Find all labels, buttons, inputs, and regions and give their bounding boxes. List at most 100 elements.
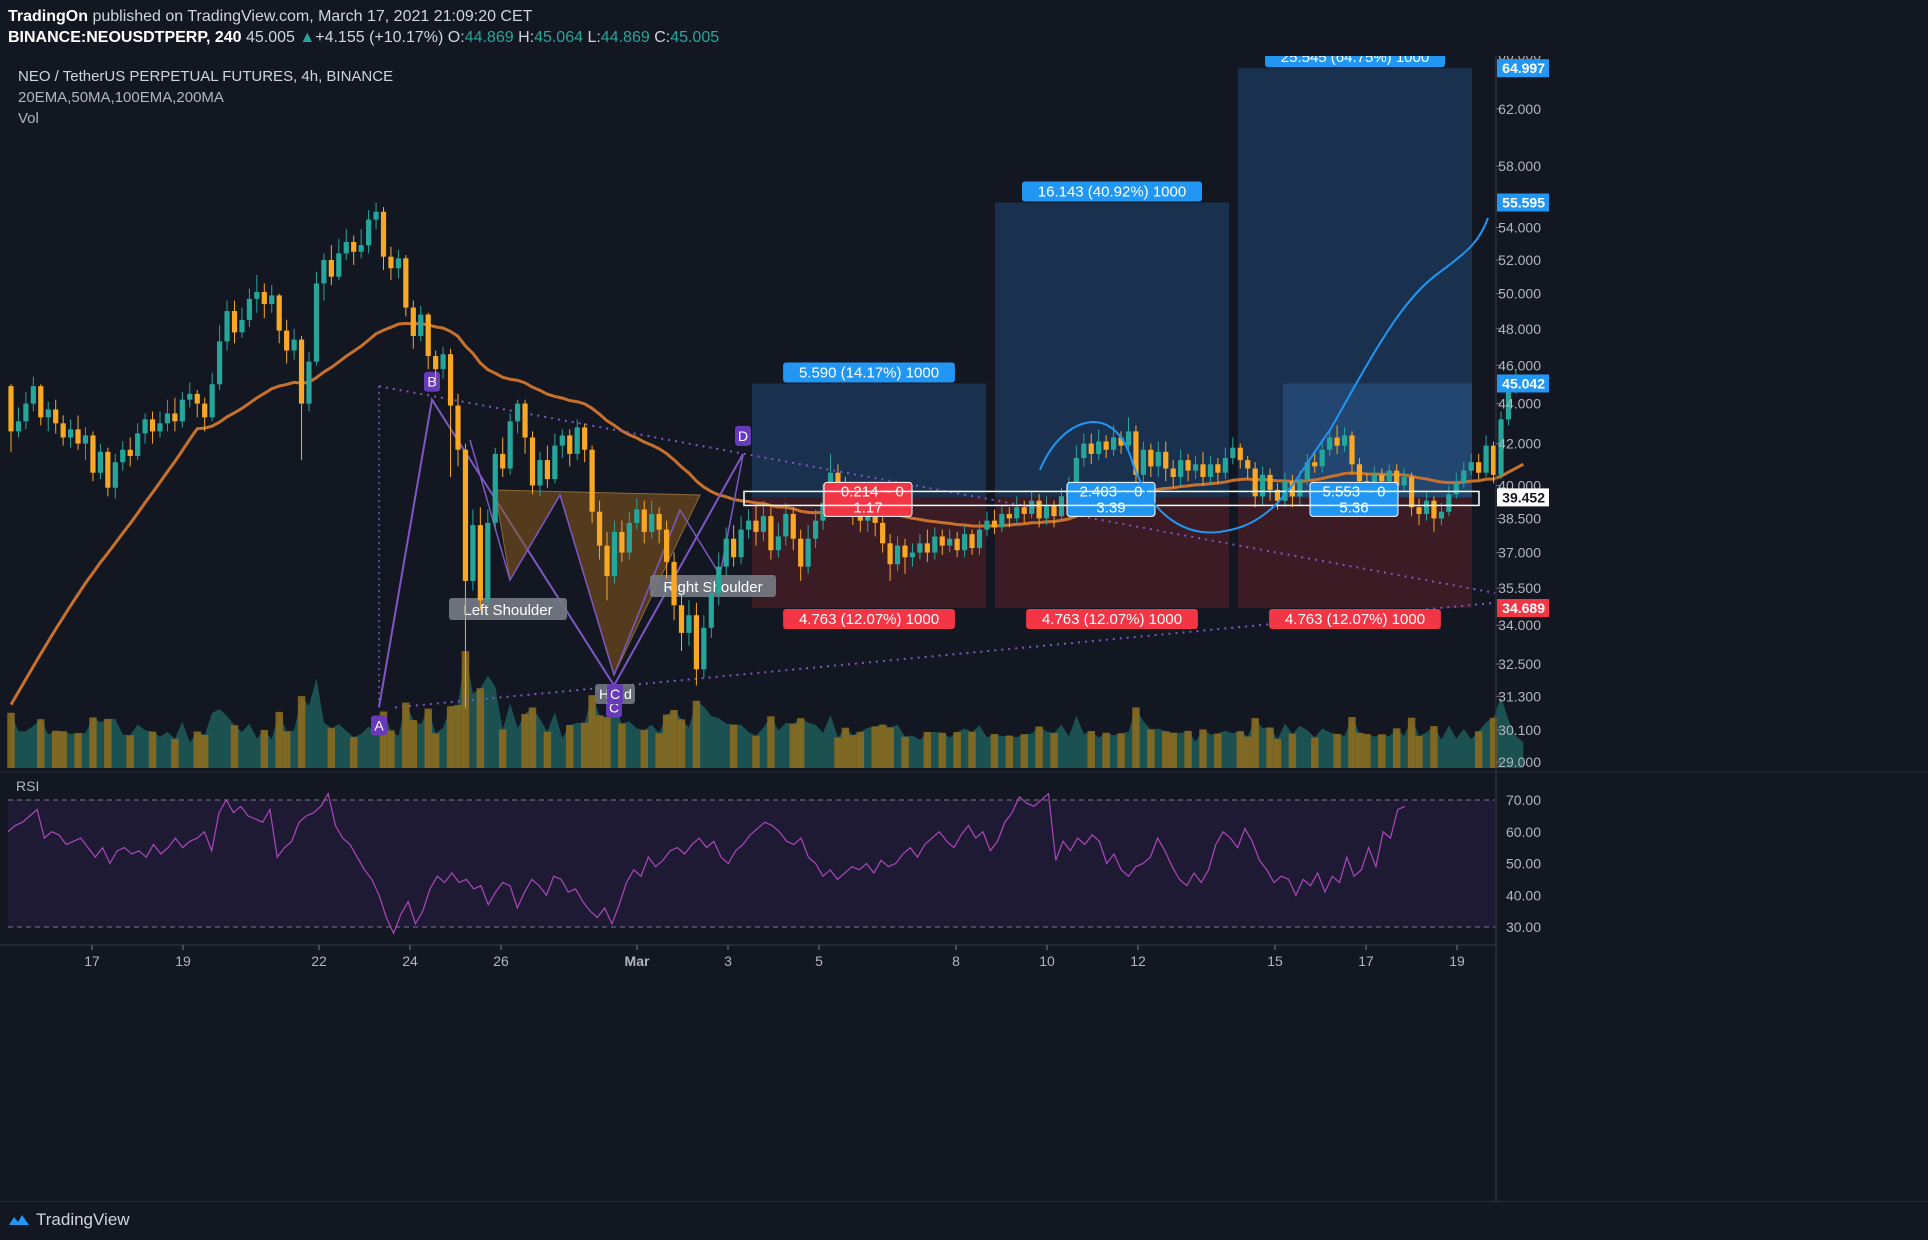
candle-body <box>60 423 66 438</box>
volume-bar-down <box>498 729 507 768</box>
volume-area <box>7 651 1524 768</box>
candle-body <box>157 423 163 432</box>
candle-body <box>1096 441 1102 454</box>
candle-body <box>1461 470 1467 484</box>
candle-body <box>1081 443 1087 459</box>
legend-indicators[interactable]: 20EMA,50MA,100EMA,200MA <box>18 89 224 106</box>
candle-body <box>1468 462 1474 471</box>
price-chart-svg[interactable]: A B C D H dC Left Shoulder Right Shoulder 5.590… <box>0 47 1928 1201</box>
volume-bar-down <box>729 724 738 768</box>
tradingview-logo-icon <box>9 1215 29 1225</box>
volume-bar-down <box>1214 733 1222 768</box>
rsi-tick-label: 40.00 <box>1506 887 1541 903</box>
candle-body <box>224 311 230 342</box>
candle-body <box>969 534 975 548</box>
volume-bar-down <box>990 733 999 768</box>
volume-bar-down <box>1430 726 1438 768</box>
candle-body <box>149 419 156 432</box>
candle-body <box>962 534 968 551</box>
candle-body <box>1334 437 1340 446</box>
candle-body <box>731 538 737 558</box>
volume-bar-down <box>968 731 976 768</box>
chart-legend: NEO / TetherUS PERPETUAL FUTURES, 4h, BI… <box>18 66 393 129</box>
candle-body <box>559 435 565 446</box>
candle-body <box>276 295 282 331</box>
candle-body <box>1327 437 1333 450</box>
candle-body <box>1498 419 1504 475</box>
volume-bar-down <box>1363 734 1371 768</box>
candle-body <box>343 241 349 254</box>
candles <box>8 202 1526 708</box>
volume-bar-down <box>89 717 97 768</box>
candle-body <box>1304 462 1310 480</box>
volume-bar-down <box>1474 731 1483 768</box>
volume-bar-down <box>379 711 388 768</box>
candle-body <box>403 258 409 308</box>
price-badge: 34.689 <box>1502 600 1545 616</box>
candle-body <box>1260 474 1266 497</box>
pattern-point-label: A <box>374 717 384 733</box>
candle-body <box>708 592 714 628</box>
candle-body <box>880 522 886 544</box>
candle-body <box>760 516 767 532</box>
volume-bar-down <box>849 735 857 768</box>
volume-bar-down <box>1407 717 1416 768</box>
candle-body <box>1423 500 1430 514</box>
candle-body <box>351 241 357 252</box>
candle-body <box>671 561 677 606</box>
x-tick-label: 3 <box>724 953 732 969</box>
candle-body <box>1125 431 1132 446</box>
candle-body <box>306 361 312 404</box>
candle-body <box>366 219 372 246</box>
volume-bar-down <box>37 719 45 768</box>
candle-body <box>1014 507 1020 519</box>
brand[interactable]: TradingView <box>8 1210 130 1230</box>
shoulder-label-bg <box>449 598 567 620</box>
candle-body <box>798 538 804 567</box>
candle-body <box>909 552 916 558</box>
candle-body <box>1394 470 1400 486</box>
candle-body <box>522 403 528 438</box>
candle-body <box>976 529 983 548</box>
candle-body <box>1483 445 1489 473</box>
pattern-point-label: B <box>427 374 436 390</box>
candle-body <box>82 435 89 444</box>
candle-body <box>1200 464 1206 477</box>
high-label: H: <box>518 29 535 46</box>
volume-bar-down <box>923 731 932 768</box>
entry-range-box <box>743 490 1480 507</box>
legend-vol[interactable]: Vol <box>18 110 39 127</box>
volume-bar-down <box>1102 732 1110 768</box>
publisher-name[interactable]: TradingOn <box>8 8 88 25</box>
candle-body <box>1245 460 1251 469</box>
candle-body <box>38 386 44 418</box>
x-tick-label: Mar <box>625 953 650 969</box>
candle-body <box>1438 511 1444 519</box>
volume-bar-down <box>1132 707 1140 768</box>
candle-body <box>529 437 536 486</box>
candle-body <box>462 449 469 581</box>
last-price: 45.005 <box>246 29 295 46</box>
volume-bar-down <box>1050 733 1058 768</box>
candle-body <box>783 513 789 537</box>
rsi-tick-label: 60.00 <box>1506 824 1541 840</box>
candle-body <box>1051 505 1057 517</box>
candle-body <box>1178 460 1184 477</box>
candle-body <box>239 319 245 333</box>
close-label: C: <box>654 29 671 46</box>
candle-body <box>298 339 305 404</box>
volume-bar-down <box>938 732 946 768</box>
candle-body <box>954 538 960 551</box>
price-badge-bg <box>1497 599 1549 618</box>
volume-bar-down <box>461 651 470 768</box>
candle-body <box>1133 431 1139 475</box>
rsi-band <box>8 800 1495 927</box>
candle-body <box>1215 464 1221 473</box>
legend-title[interactable]: NEO / TetherUS PERPETUAL FUTURES, 4h, BI… <box>18 68 394 85</box>
candle-body <box>1148 449 1154 467</box>
candle-body <box>716 566 722 593</box>
harmonic-pattern: A B C D H dC Left Shoulder Right Shoulder <box>371 371 1496 736</box>
volume-bar-down <box>901 736 909 768</box>
